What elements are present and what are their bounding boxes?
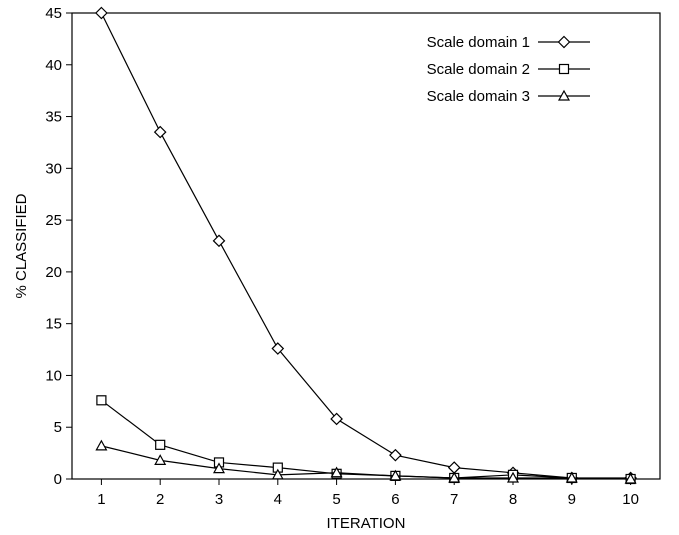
- y-tick-label: 10: [45, 367, 62, 384]
- data-point: [212, 234, 226, 248]
- x-tick-label: 1: [97, 491, 105, 508]
- data-point: [330, 466, 343, 478]
- legend: Scale domain 1 Scale domain 2 Scale domain…: [427, 34, 590, 105]
- x-tick-label: 2: [156, 491, 164, 508]
- data-point: [153, 125, 167, 139]
- series-2: [96, 395, 636, 485]
- plot-area: [71, 12, 661, 480]
- y-tick-label: 40: [45, 57, 62, 74]
- series-1: [95, 6, 637, 485]
- legend-label: Scale domain 1: [427, 34, 530, 51]
- y-tick-label: 15: [45, 316, 62, 333]
- plot-border: [71, 12, 661, 480]
- data-point: [271, 468, 284, 480]
- y-tick-label: 0: [54, 471, 62, 488]
- legend-marker: [557, 89, 571, 101]
- data-point: [330, 412, 343, 426]
- y-axis-title: % CLASSIFIED: [13, 193, 30, 298]
- y-tick-label: 35: [45, 109, 62, 126]
- legend-label: Scale domain 2: [427, 61, 530, 78]
- y-axis: 0 5 10 15 20 25 30 35 40 45: [45, 5, 72, 488]
- x-tick-label: 10: [622, 491, 639, 508]
- data-point: [624, 472, 637, 484]
- series-line: [100, 12, 631, 479]
- legend-item-2: Scale domain 2: [427, 61, 590, 78]
- series-line: [101, 445, 631, 480]
- legend-label: Scale domain 3: [427, 88, 530, 105]
- data-point: [154, 454, 167, 465]
- data-point: [95, 6, 108, 20]
- y-tick-label: 25: [45, 212, 62, 229]
- data-point: [565, 471, 578, 483]
- data-point: [448, 471, 461, 483]
- x-tick-label: 7: [450, 491, 458, 508]
- legend-item-3: Scale domain 3: [427, 88, 590, 105]
- x-axis: 1 2 3 4 5 6 7 8 9 10: [97, 479, 639, 508]
- x-tick-label: 9: [568, 491, 576, 508]
- x-tick-label: 4: [274, 491, 282, 508]
- x-tick-label: 3: [215, 491, 223, 508]
- data-point: [96, 395, 107, 406]
- data-point: [95, 439, 108, 451]
- y-tick-label: 5: [54, 419, 62, 436]
- series-3: [95, 439, 637, 484]
- y-tick-label: 20: [45, 264, 62, 281]
- legend-item-1: Scale domain 1: [427, 34, 590, 51]
- series-layer: [95, 6, 637, 485]
- data-point: [271, 342, 285, 355]
- data-point: [447, 461, 461, 474]
- data-point: [155, 439, 166, 450]
- legend-marker: [558, 63, 570, 75]
- y-tick-label: 30: [45, 160, 62, 177]
- x-tick-label: 5: [332, 491, 340, 508]
- series-line: [101, 399, 631, 480]
- x-tick-label: 8: [509, 491, 517, 508]
- data-point: [212, 462, 226, 474]
- x-axis-title: ITERATION: [327, 515, 406, 532]
- x-tick-label: 6: [391, 491, 399, 508]
- data-point: [389, 469, 402, 481]
- legend-marker: [557, 35, 571, 49]
- data-point: [389, 448, 402, 462]
- data-point: [506, 471, 520, 483]
- y-tick-label: 45: [45, 5, 62, 22]
